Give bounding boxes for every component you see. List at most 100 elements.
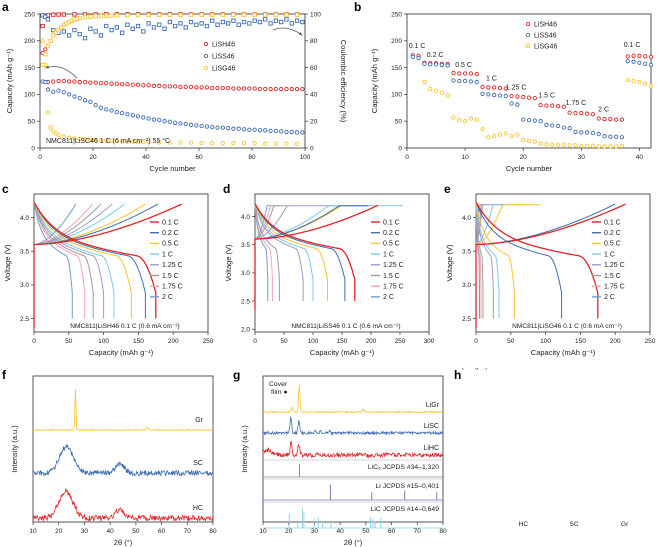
svg-text:100: 100 xyxy=(24,92,35,99)
svg-text:40: 40 xyxy=(107,528,115,535)
svg-text:0.2 C: 0.2 C xyxy=(383,230,400,237)
svg-text:Gr: Gr xyxy=(195,417,203,424)
svg-text:Capacity (mAh g⁻¹): Capacity (mAh g⁻¹) xyxy=(89,348,154,357)
svg-text:2.5: 2.5 xyxy=(241,298,250,305)
svg-text:LiC JCPDS #14–0,649: LiC JCPDS #14–0,649 xyxy=(371,506,440,513)
svg-text:1.75 C: 1.75 C xyxy=(162,284,183,291)
svg-text:Intensity (a.u.): Intensity (a.u.) xyxy=(10,425,19,473)
panel-e-letter: e xyxy=(444,182,451,196)
svg-text:Surface area (m² g⁻¹): Surface area (m² g⁻¹) xyxy=(452,368,488,370)
svg-text:2θ (°): 2θ (°) xyxy=(344,538,363,547)
panel-c-chart: 0 50 100 150 200 250 2.5 3.0 3.5 4.0 Capacity (mAh… xyxy=(3,193,214,357)
svg-text:40: 40 xyxy=(142,154,150,161)
svg-text:250: 250 xyxy=(391,11,402,18)
panel-f-chart: 10 20 30 40 50 60 70 80 2θ (°) Intensity (a.u.) Gr… xyxy=(10,375,217,547)
svg-text:0.2 C: 0.2 C xyxy=(162,230,179,237)
panel-g-chart: 10 20 30 40 50 60 70 80 2θ (°) Intensity (a.u.) Li… xyxy=(240,375,447,547)
svg-text:Intensity (a.u.): Intensity (a.u.) xyxy=(240,425,249,473)
panel-c: c 0 50 100 150 200 250 2.5 3.0 3.5 4.0 Capacity (m… xyxy=(0,182,221,368)
panel-a: a 0 20 40 60 80 100 0 50 100 150 200 250 0 20 40 60 80 10… xyxy=(0,0,352,180)
svg-text:Cover: Cover xyxy=(269,381,288,388)
svg-text:1 C: 1 C xyxy=(162,251,173,258)
svg-text:200: 200 xyxy=(366,338,377,345)
svg-text:2 C: 2 C xyxy=(604,294,615,301)
svg-text:Voltage (V): Voltage (V) xyxy=(445,244,454,282)
svg-text:1.75 C: 1.75 C xyxy=(566,100,587,107)
svg-text:100: 100 xyxy=(300,154,311,161)
svg-text:20: 20 xyxy=(285,528,293,535)
svg-text:LiSG46: LiSG46 xyxy=(212,65,235,72)
panel-c-letter: c xyxy=(2,182,9,196)
svg-text:1.25 C: 1.25 C xyxy=(506,85,527,92)
svg-text:2 C: 2 C xyxy=(598,107,609,114)
svg-text:LiSC: LiSC xyxy=(424,423,439,430)
svg-text:NMC811|LiSS46 0.1 C (0.6 mA cm: NMC811|LiSS46 0.1 C (0.6 mA cm⁻²) xyxy=(291,323,400,330)
svg-text:40: 40 xyxy=(310,92,318,99)
svg-text:Capacity (mAh g⁻¹): Capacity (mAh g⁻¹) xyxy=(5,48,14,113)
svg-text:0.2 C: 0.2 C xyxy=(604,230,621,237)
svg-text:0.2 C: 0.2 C xyxy=(427,52,444,59)
svg-text:60: 60 xyxy=(310,65,318,72)
svg-text:1.25 C: 1.25 C xyxy=(383,262,404,269)
svg-text:40: 40 xyxy=(636,154,644,161)
panel-b-letter: b xyxy=(354,0,362,14)
svg-text:50: 50 xyxy=(395,119,403,126)
svg-text:Voltage (V): Voltage (V) xyxy=(3,244,12,282)
svg-text:150: 150 xyxy=(133,338,144,345)
svg-text:80: 80 xyxy=(310,38,318,45)
svg-text:1.25 C: 1.25 C xyxy=(604,262,625,269)
svg-text:1 C: 1 C xyxy=(604,251,615,258)
svg-text:LiSG46: LiSG46 xyxy=(534,43,557,50)
panel-a-letter: a xyxy=(2,0,9,14)
panel-a-chart: 0 20 40 60 80 100 0 50 100 150 200 250 0 20 40 60 80 100 C… xyxy=(5,11,348,173)
svg-text:80: 80 xyxy=(209,528,217,535)
svg-text:NMC811|LiSC46 1 C (6 mA cm⁻²): NMC811|LiSC46 1 C (6 mA cm⁻²) 55 °C xyxy=(46,137,170,145)
svg-text:250: 250 xyxy=(645,338,656,345)
svg-text:50: 50 xyxy=(280,338,288,345)
svg-text:3.0: 3.0 xyxy=(462,282,471,289)
svg-text:0: 0 xyxy=(31,145,35,152)
svg-text:50: 50 xyxy=(28,119,36,126)
svg-text:0: 0 xyxy=(253,338,257,345)
svg-text:0: 0 xyxy=(310,145,314,152)
svg-text:2 C: 2 C xyxy=(383,294,394,301)
svg-text:2 C: 2 C xyxy=(162,294,173,301)
svg-text:1.25 C: 1.25 C xyxy=(162,262,183,269)
svg-text:film ●: film ● xyxy=(271,389,288,396)
svg-text:2.5: 2.5 xyxy=(462,316,471,323)
svg-text:150: 150 xyxy=(575,338,586,345)
svg-text:30: 30 xyxy=(578,154,586,161)
svg-text:50: 50 xyxy=(132,528,140,535)
svg-text:3.0: 3.0 xyxy=(241,270,250,277)
svg-text:80: 80 xyxy=(439,528,447,535)
svg-text:100: 100 xyxy=(540,338,551,345)
svg-text:30: 30 xyxy=(81,528,89,535)
svg-text:3.5: 3.5 xyxy=(241,242,250,249)
panel-d-chart: 0 50 100 150 200 250 300 2.0 2.5 3.0 3.5 4.0 Capacit… xyxy=(224,193,435,357)
svg-text:Cycle number: Cycle number xyxy=(506,164,553,173)
svg-text:100: 100 xyxy=(308,338,319,345)
svg-text:150: 150 xyxy=(24,65,35,72)
svg-text:Capacity (mAh g⁻¹): Capacity (mAh g⁻¹) xyxy=(370,48,379,113)
svg-text:LiHC: LiHC xyxy=(423,445,439,452)
svg-text:1.5 C: 1.5 C xyxy=(538,93,555,100)
svg-text:200: 200 xyxy=(24,38,35,45)
svg-text:HC: HC xyxy=(193,505,203,512)
svg-text:SC: SC xyxy=(193,460,203,467)
panel-e-chart: 0 50 100 150 200 250 2.5 3.0 3.5 4.0 Capacity (mAh… xyxy=(445,193,656,357)
svg-text:150: 150 xyxy=(391,65,402,72)
svg-text:LiSH46: LiSH46 xyxy=(534,21,557,28)
svg-text:60: 60 xyxy=(388,528,396,535)
svg-text:4.0: 4.0 xyxy=(462,215,471,222)
panel-d: d 0 50 100 150 200 250 300 2.0 2.5 3.0 3.5 4.0 Capac… xyxy=(221,182,442,368)
svg-text:Capacity (mAh g⁻¹): Capacity (mAh g⁻¹) xyxy=(310,348,375,357)
svg-text:250: 250 xyxy=(395,338,406,345)
svg-text:0.5 C: 0.5 C xyxy=(383,241,400,248)
svg-text:20: 20 xyxy=(310,119,318,126)
svg-text:0.5 C: 0.5 C xyxy=(604,241,621,248)
svg-text:LiSS46: LiSS46 xyxy=(534,32,557,39)
svg-text:2.5: 2.5 xyxy=(20,316,29,323)
svg-text:Capacity (mAh g⁻¹): Capacity (mAh g⁻¹) xyxy=(531,348,596,357)
svg-text:50: 50 xyxy=(362,528,370,535)
